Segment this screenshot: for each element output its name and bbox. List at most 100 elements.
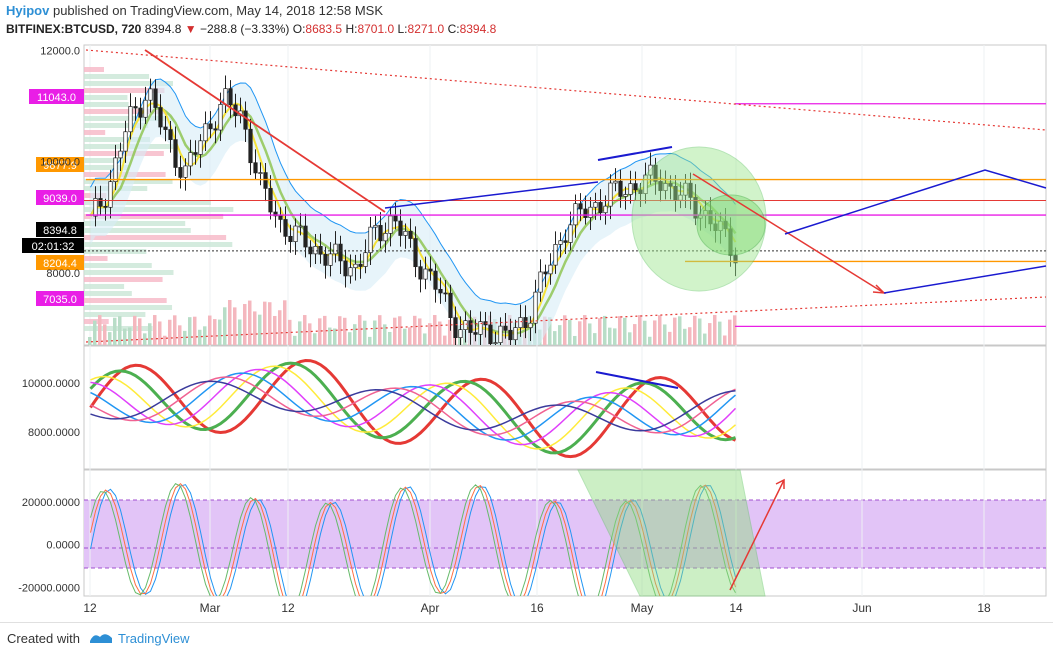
volume-bar (583, 315, 587, 345)
volume-bar (588, 323, 592, 345)
candle-body (588, 206, 593, 218)
x-tick-label: 12 (83, 601, 97, 615)
volume-bar (598, 318, 602, 345)
indicator-line (89, 359, 737, 459)
volume-profile-bar (84, 284, 125, 289)
oscillator-highlight[interactable] (577, 469, 766, 597)
candle-body (558, 240, 563, 245)
price-badge-label: 8394.8 (43, 225, 77, 237)
volume-profile-bar (84, 88, 165, 93)
candle-body (273, 211, 278, 217)
volume-bar (268, 302, 272, 345)
candle-body (313, 246, 318, 255)
price-badge-label: 9039.0 (43, 193, 77, 205)
candle-body (568, 224, 573, 243)
candle-body (713, 223, 718, 232)
volume-profile-bar (84, 130, 106, 135)
author-name[interactable]: Hyipov (6, 3, 50, 18)
volume-bar (178, 325, 182, 345)
ohlc-line: BITFINEX:BTCUSD, 720 8394.8 ▼ −288.8 (−3… (6, 22, 496, 36)
volume-bar (423, 333, 427, 345)
candle-body (438, 288, 443, 294)
volume-bar (203, 326, 207, 345)
candle-body (468, 320, 473, 333)
x-tick-label: 12 (281, 601, 295, 615)
y-tick-label: 0.0000 (46, 540, 80, 552)
candle-body (378, 225, 383, 242)
candle-body (113, 157, 118, 182)
volume-bar (728, 319, 732, 345)
chart-canvas[interactable]: 11043.0 9677.9 9039.0 8394.8 02:01:32 8204.4 7… (0, 42, 1053, 622)
volume-bar (328, 327, 332, 345)
lower-trend-line[interactable] (85, 296, 1047, 343)
volume-bar (283, 300, 287, 345)
candle-body (488, 324, 493, 344)
highlight-circle-small[interactable] (696, 194, 766, 256)
candle-body (548, 264, 553, 275)
candle-body (553, 244, 558, 266)
candle-body (328, 253, 333, 266)
upper-trend-line[interactable] (85, 49, 1047, 131)
volume-bar (238, 319, 242, 345)
indicator-divergence-line[interactable] (595, 371, 679, 389)
oscillator-arrow[interactable] (729, 479, 785, 591)
volume-bar (563, 315, 567, 345)
tradingview-link[interactable]: TradingView (118, 631, 190, 646)
candle-body (173, 139, 178, 168)
candle-body (723, 220, 728, 230)
candle-body (458, 329, 463, 338)
volume-bar (128, 327, 132, 345)
candle-body (168, 129, 173, 140)
candle-body (463, 320, 468, 331)
candle-body (228, 88, 233, 106)
fast-average-line (89, 102, 737, 337)
volume-bar (623, 317, 627, 345)
candle-body (693, 197, 698, 219)
volume-bar (303, 315, 307, 345)
volume-bar (643, 320, 647, 345)
candle-body (263, 172, 268, 189)
volume-profile-bar (84, 81, 173, 86)
projection-path-lower[interactable] (883, 265, 1047, 294)
volume-bar (403, 328, 407, 345)
blue-divergence-line[interactable] (597, 146, 673, 161)
volume-bar (153, 315, 157, 345)
volume-bar (163, 335, 167, 345)
high-label: H: (345, 22, 358, 36)
candle-body (593, 202, 598, 208)
volume-bar (398, 316, 402, 345)
symbol-label[interactable]: BITFINEX:BTCUSD, 720 (6, 22, 142, 36)
volume-profile-bar (84, 109, 166, 114)
y-tick-label: 20000.0000 (22, 497, 80, 509)
volume-bar (693, 315, 697, 345)
blue-trend-line[interactable] (384, 181, 599, 209)
candle-body (623, 194, 628, 197)
chart-header: Hyipov published on TradingView.com, May… (0, 0, 1053, 42)
volume-bar (733, 315, 737, 345)
candle-body (508, 329, 513, 341)
candle-body (133, 106, 138, 109)
volume-bar (318, 318, 322, 345)
volume-bar (648, 336, 652, 345)
volume-bar (713, 315, 717, 345)
volume-bar (118, 316, 122, 345)
projection-path-upper[interactable] (784, 169, 1047, 235)
volume-bar (213, 319, 217, 345)
downtrend-line[interactable] (144, 49, 386, 213)
volume-bar (183, 330, 187, 345)
candle-body (628, 183, 633, 195)
tradingview-logo-icon[interactable] (88, 629, 114, 647)
volume-bar (443, 335, 447, 345)
volume-bar (383, 324, 387, 345)
volume-bar (373, 320, 377, 345)
candle-body (333, 243, 338, 255)
candle-body (733, 255, 738, 264)
volume-bar (688, 327, 692, 345)
candle-body (258, 172, 263, 174)
candle-body (518, 317, 523, 328)
volume-profile-bar (84, 123, 149, 128)
volume-bar (573, 335, 577, 345)
candle-body (143, 99, 148, 118)
volume-bar (578, 321, 582, 345)
candle-body (648, 164, 653, 176)
